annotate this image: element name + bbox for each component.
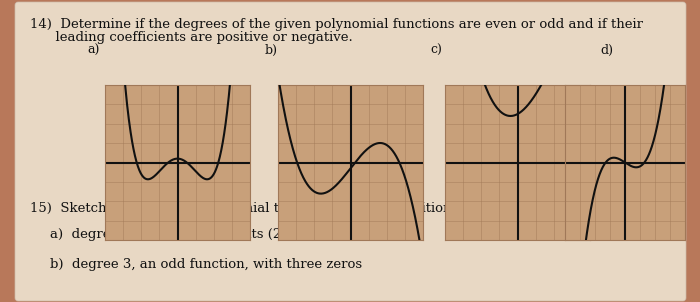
Text: a)  degree 4 with turning points (2,2),  (0,0)  and (−2,4): a) degree 4 with turning points (2,2), (… xyxy=(50,228,423,241)
Text: 14)  Determine if the degrees of the given polynomial functions are even or odd : 14) Determine if the degrees of the give… xyxy=(30,18,643,31)
Text: leading coefficients are positive or negative.: leading coefficients are positive or neg… xyxy=(30,31,353,44)
Text: 15)  Sketch a graph of a polynomial that satisfies the conditions: 15) Sketch a graph of a polynomial that … xyxy=(30,202,458,215)
Text: b)  degree 3, an odd function, with three zeros: b) degree 3, an odd function, with three… xyxy=(50,258,362,271)
FancyBboxPatch shape xyxy=(15,2,686,301)
Text: b): b) xyxy=(265,44,278,57)
Text: a): a) xyxy=(87,44,99,57)
Text: c): c) xyxy=(430,44,442,57)
Text: d): d) xyxy=(600,44,613,57)
